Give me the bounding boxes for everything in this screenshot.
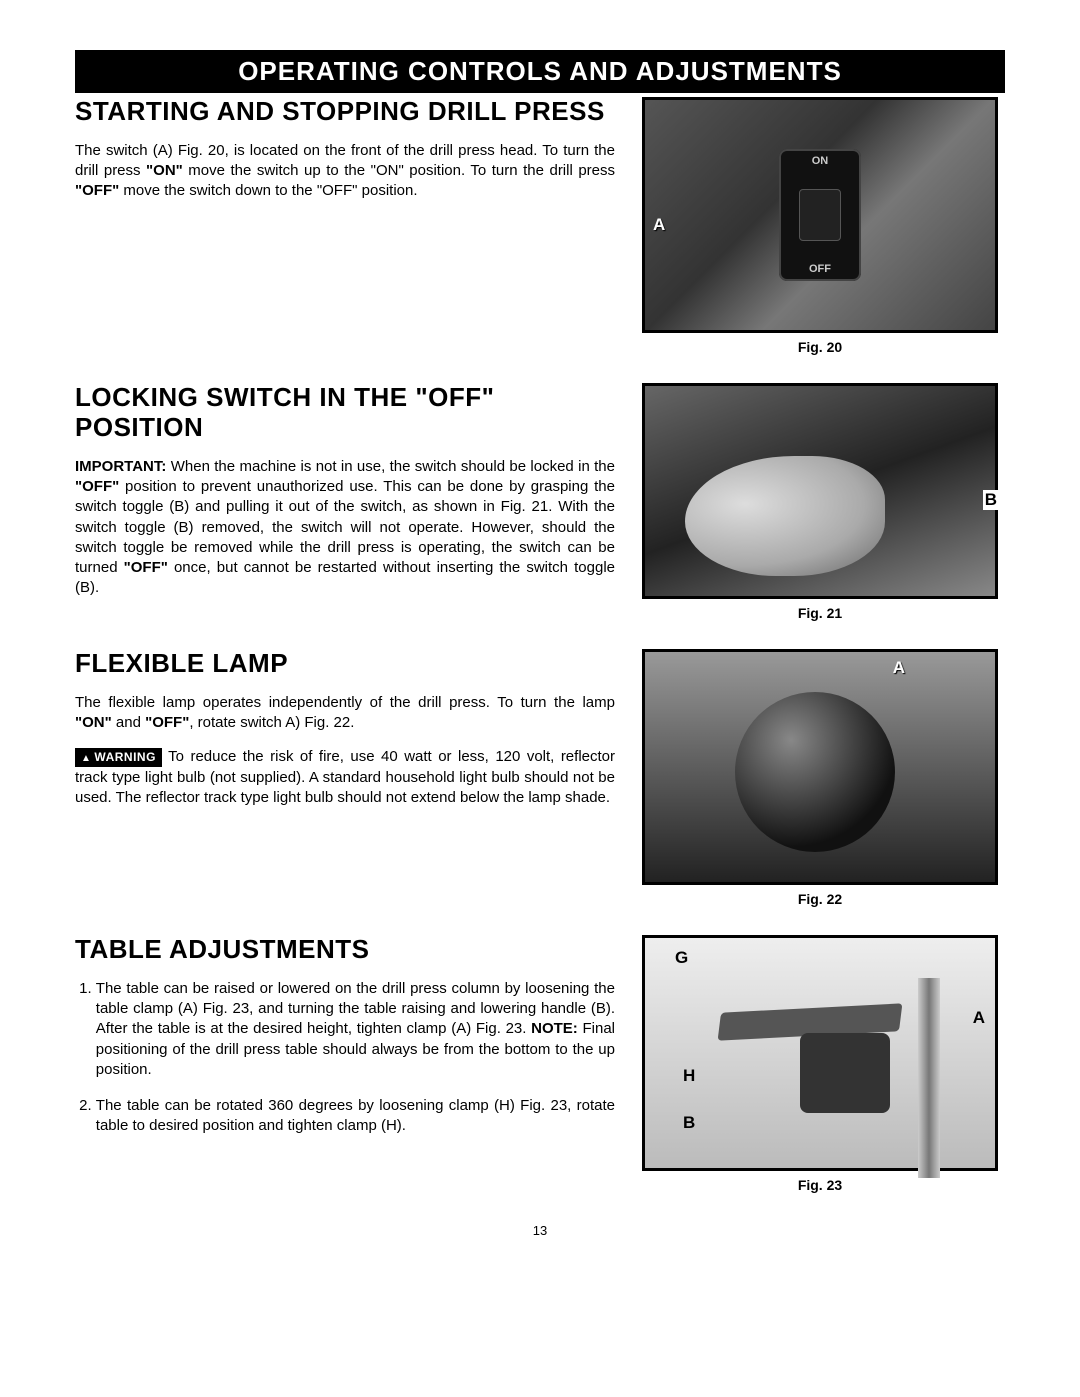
hand-graphic	[685, 456, 885, 576]
switch-rocker	[799, 189, 841, 241]
figure-label-A: A	[653, 215, 665, 235]
steps-list: The table can be raised or lowered on th…	[75, 979, 615, 1137]
figure-label-A: A	[893, 658, 905, 678]
figure-label-B: B	[983, 490, 999, 510]
text-column: TABLE ADJUSTMENTS The table can be raise…	[75, 935, 615, 1153]
heading-table: TABLE ADJUSTMENTS	[75, 935, 615, 965]
page-number: 13	[75, 1223, 1005, 1238]
text-column: STARTING AND STOPPING DRILL PRESS The sw…	[75, 97, 615, 216]
text-column: LOCKING SWITCH IN THE "OFF" POSITION IMP…	[75, 383, 615, 613]
heading-lamp: FLEXIBLE LAMP	[75, 649, 615, 679]
figure-column: A Fig. 22	[635, 649, 1005, 907]
section-table: TABLE ADJUSTMENTS The table can be raise…	[75, 935, 1005, 1193]
figure-column: B Fig. 21	[635, 383, 1005, 621]
figure-column: A ON OFF Fig. 20	[635, 97, 1005, 355]
section-lock-off: LOCKING SWITCH IN THE "OFF" POSITION IMP…	[75, 383, 1005, 621]
heading-lock-off: LOCKING SWITCH IN THE "OFF" POSITION	[75, 383, 615, 443]
figure-21: B	[642, 383, 998, 599]
text-column: FLEXIBLE LAMP The flexible lamp operates…	[75, 649, 615, 822]
figure-20: A ON OFF	[642, 97, 998, 333]
warning-badge: WARNING	[75, 748, 162, 767]
manual-page: OPERATING CONTROLS AND ADJUSTMENTS START…	[0, 0, 1080, 1278]
section-lamp: FLEXIBLE LAMP The flexible lamp operates…	[75, 649, 1005, 907]
section-start-stop: STARTING AND STOPPING DRILL PRESS The sw…	[75, 97, 1005, 355]
caption-fig20: Fig. 20	[635, 339, 1005, 355]
heading-start-stop: STARTING AND STOPPING DRILL PRESS	[75, 97, 615, 127]
figure-22: A	[642, 649, 998, 885]
caption-fig23: Fig. 23	[635, 1177, 1005, 1193]
figure-label-A: A	[973, 1008, 985, 1028]
caption-fig22: Fig. 22	[635, 891, 1005, 907]
figure-label-H: H	[683, 1066, 695, 1086]
body-lock-off: IMPORTANT: When the machine is not in us…	[75, 457, 615, 599]
step-2: The table can be rotated 360 degrees by …	[96, 1096, 615, 1137]
switch-on-label: ON	[812, 155, 829, 167]
figure-label-B: B	[683, 1113, 695, 1133]
switch-graphic: ON OFF	[779, 149, 861, 281]
body-start-stop: The switch (A) Fig. 20, is located on th…	[75, 141, 615, 202]
figure-label-G: G	[675, 948, 688, 968]
body-lamp-1: The flexible lamp operates independently…	[75, 693, 615, 734]
body-lamp-warning: WARNING To reduce the risk of fire, use …	[75, 747, 615, 808]
lamp-graphic	[735, 692, 895, 852]
switch-off-label: OFF	[809, 263, 831, 275]
page-banner: OPERATING CONTROLS AND ADJUSTMENTS	[75, 50, 1005, 93]
table-graphic	[700, 978, 940, 1128]
figure-23: G A H B	[642, 935, 998, 1171]
caption-fig21: Fig. 21	[635, 605, 1005, 621]
figure-column: G A H B Fig. 23	[635, 935, 1005, 1193]
step-1: The table can be raised or lowered on th…	[96, 979, 615, 1080]
